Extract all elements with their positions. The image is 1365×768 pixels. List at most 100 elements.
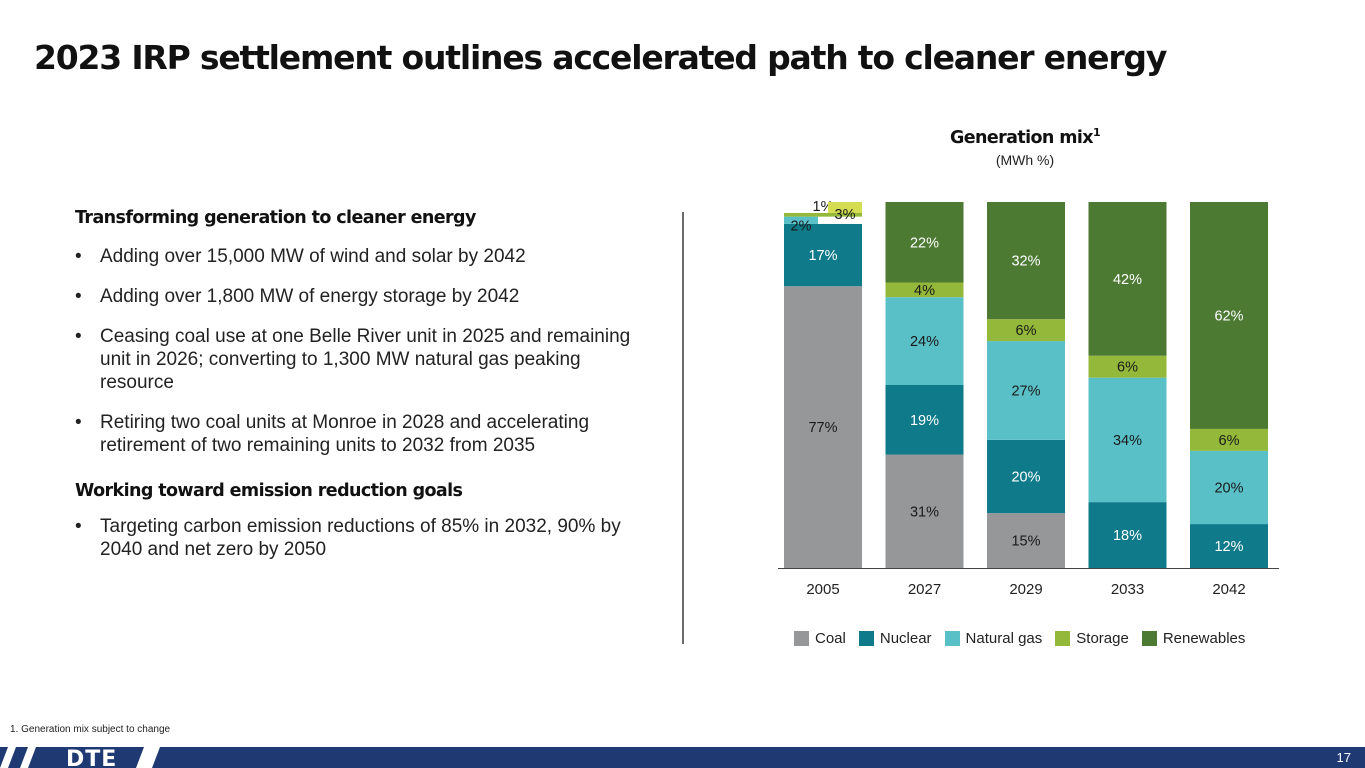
chart-title: Generation mix1 [925,126,1125,148]
data-label-nuclear-2005: 17% [808,248,837,264]
legend-swatch-renewables [1141,631,1157,646]
footer-bar: DTE 17 [0,747,1365,768]
page-title: 2023 IRP settlement outlines accelerated… [34,38,1167,77]
data-label-storage-2042: 6% [1219,433,1240,449]
logo-text: DTE [66,747,117,768]
bar-nuclear-2033 [1088,502,1167,568]
data-label-natural-gas-2029: 27% [1011,383,1040,399]
legend-item-storage: Storage [1055,630,1129,647]
data-label-natural-gas-2027: 24% [910,334,939,350]
chart-legend: Coal Nuclear Natural gas Storage Renewables [794,630,1258,647]
legend-item-renewables: Renewables [1141,630,1246,647]
bar-nuclear-2029 [987,439,1065,514]
chart-subtitle: (MWh %) [995,152,1055,168]
data-label-renewables-2005: 3% [835,207,856,223]
bullet-text: Adding over 15,000 MW of wind and solar … [100,246,526,267]
legend-label-nuclear: Nuclear [879,630,932,647]
bar-coal-2027 [885,454,964,568]
bullet-item: • Adding over 1,800 MW of energy storage … [75,285,635,308]
bar-natural-gas-2042 [1190,450,1268,525]
section-heading-emissions: Working toward emission reduction goals [75,481,463,501]
bar-storage-2033 [1088,355,1167,378]
bar-storage-2027 [885,282,964,298]
data-label-renewables-2033: 42% [1113,272,1142,288]
bullet-marker: • [75,412,82,433]
legend-label-coal: Coal [815,630,846,647]
data-label-nuclear-2042: 12% [1214,539,1243,555]
bar-coal-2005 [784,286,862,568]
bullet-item: • Ceasing coal use at one Belle River uni… [75,325,635,394]
bar-renewables-2029 [987,202,1065,320]
legend-item-coal: Coal [794,630,846,647]
bullet-text: Ceasing coal use at one Belle River unit… [100,326,631,393]
legend-item-natural-gas: Natural gas [944,630,1043,647]
bar-nuclear-2005 [784,223,862,287]
bullet-marker: • [75,286,82,307]
bullet-marker: • [75,326,82,347]
bullet-marker: • [75,246,82,267]
bar-coal-2029 [987,513,1065,568]
bullet-item: • Adding over 15,000 MW of wind and solar… [75,245,635,268]
data-label-natural-gas-2005: 2% [791,219,812,235]
legend-swatch-natural-gas [944,631,960,646]
bar-renewables-2033 [1088,202,1167,356]
bullet-marker: • [75,516,82,537]
bullet-item: • Retiring two coal units at Monroe in 20… [75,411,635,457]
bullet-item: • Targeting carbon emission reductions of… [75,515,635,561]
bar-storage-2005 [784,212,862,217]
bar-natural-gas-2033 [1088,377,1167,503]
data-label-natural-gas-2033: 34% [1113,433,1142,449]
text-column: Transforming generation to cleaner energ… [75,208,635,578]
bar-nuclear-2027 [885,385,964,455]
x-tick-label-2029: 2029 [1009,581,1042,598]
data-label-renewables-2027: 22% [910,235,939,251]
bullet-text: Targeting carbon emission reductions of … [100,516,621,560]
data-label-renewables-2042: 62% [1214,308,1243,324]
legend-swatch-storage [1055,631,1071,646]
data-label-coal-2029: 15% [1011,534,1040,550]
legend-label-natural-gas: Natural gas [965,630,1043,647]
legend-item-nuclear: Nuclear [858,630,932,647]
bar-natural-gas-2005 [784,216,818,224]
legend-label-renewables: Renewables [1162,630,1246,647]
logo-slash-2 [20,747,36,768]
bar-storage-2029 [987,319,1065,342]
data-label-nuclear-2033: 18% [1113,528,1142,544]
bar-renewables-2042 [1190,202,1268,429]
x-tick-label-2027: 2027 [908,581,941,598]
x-tick-label-2033: 2033 [1111,581,1144,598]
x-tick-label-2005: 2005 [806,581,839,598]
data-label-coal-2027: 31% [910,504,939,520]
bar-storage-2042 [1190,428,1268,451]
bar-natural-gas-2027 [885,297,964,385]
data-label-natural-gas-2042: 20% [1214,480,1243,496]
bullet-text: Adding over 1,800 MW of energy storage b… [100,286,520,307]
data-label-coal-2005: 77% [808,420,837,436]
footnote-marker: 1 [1093,126,1101,139]
legend-swatch-coal [794,631,809,646]
data-label-nuclear-2027: 19% [910,413,939,429]
chart-title-text: Generation mix [949,128,1094,148]
bullet-list-generation: • Adding over 15,000 MW of wind and solar… [75,245,635,457]
logo-slash-1 [0,747,16,768]
data-label-storage-2029: 6% [1016,323,1037,339]
bar-natural-gas-2029 [987,341,1065,440]
bar-nuclear-2042 [1190,524,1268,568]
bullet-text: Retiring two coal units at Monroe in 202… [100,412,590,456]
bar-renewables-2027 [885,202,964,283]
vertical-divider [682,212,684,644]
page-number: 17 [1336,750,1351,765]
data-label-renewables-2029: 32% [1011,254,1040,270]
bar-renewables-2005 [828,202,862,213]
legend-label-storage: Storage [1076,630,1129,647]
data-label-storage-2033: 6% [1117,360,1138,376]
logo-slash-3 [136,747,160,768]
legend-swatch-nuclear [858,631,874,646]
footnote: 1. Generation mix subject to change [10,724,171,735]
bullet-list-emissions: • Targeting carbon emission reductions of… [75,515,635,561]
generation-mix-chart: 77%17%2%1%3%200531%19%24%4%22%202715%20%… [778,199,1279,598]
x-tick-label-2042: 2042 [1212,581,1245,598]
section-heading-generation: Transforming generation to cleaner energ… [75,208,476,228]
data-label-storage-2027: 4% [914,283,935,299]
dte-logo: DTE [0,747,160,768]
